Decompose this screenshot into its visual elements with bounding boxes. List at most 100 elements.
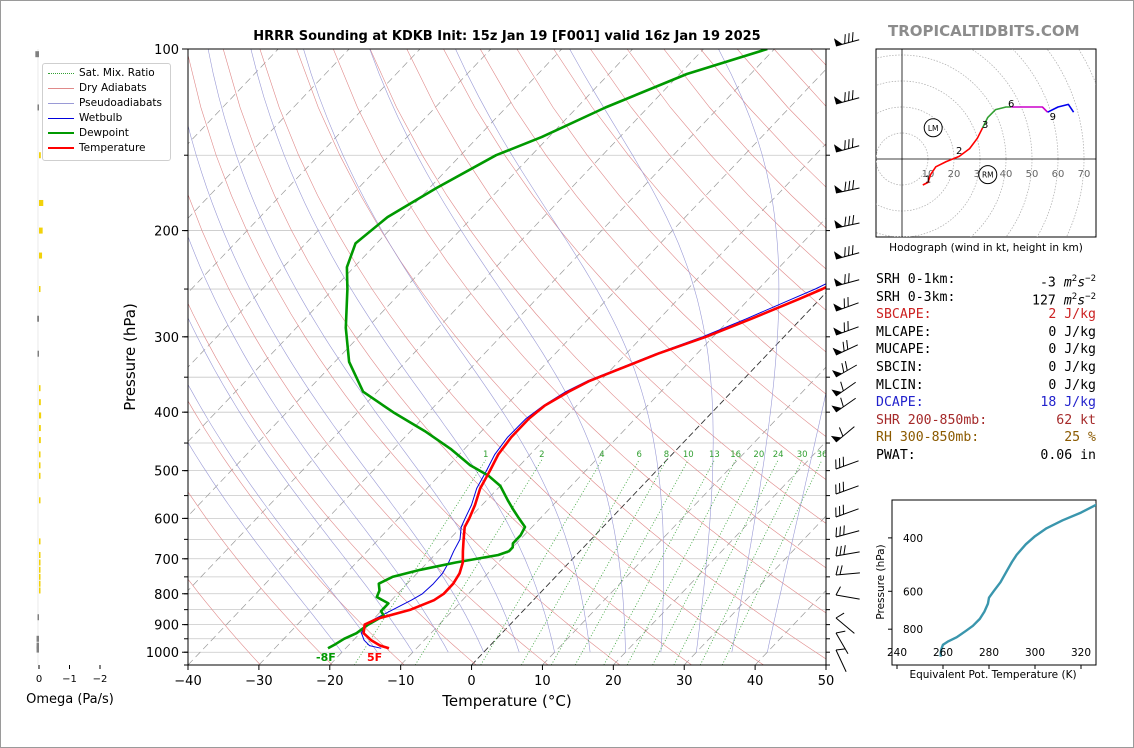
stat-value: 0 J/kg (1048, 324, 1096, 340)
wetbulb-profile (361, 283, 826, 649)
mixing-ratio-label: 36 (817, 450, 828, 460)
wind-barb-pennant (832, 347, 843, 355)
wind-barb-flag (848, 33, 850, 43)
omega-bar (39, 399, 41, 406)
legend-label: Sat. Mix. Ratio (79, 67, 155, 79)
wind-barb-staff (835, 426, 855, 443)
pseudoadiabat (303, 49, 591, 653)
pseudoadiabat (569, 49, 714, 653)
wind-barb-staff (835, 649, 847, 672)
theta-e-y-tick-label: 600 (903, 586, 923, 598)
stat-row-sbcape: SBCAPE: 2 J/kg (876, 306, 1096, 324)
dry-adiabat (259, 49, 764, 665)
omega-bar (39, 580, 41, 587)
wind-barb (832, 340, 858, 356)
dry-adiabat (479, 49, 826, 437)
mixing-ratio-line (353, 459, 487, 665)
omega-bar (39, 538, 41, 545)
dry-adiabat (188, 302, 477, 665)
theta-e-x-tick-label: 260 (933, 647, 953, 659)
stat-row-mlcin: MLCIN: 0 J/kg (876, 377, 1096, 395)
stat-value: 127 m2s−2 (1032, 291, 1096, 308)
wind-barb (834, 179, 860, 194)
storm-motion-marker (978, 165, 998, 185)
theta-e-y-tick-label: 800 (903, 624, 923, 636)
wind-barb-staff (835, 397, 856, 413)
omega-bar (37, 104, 39, 111)
isotherm-line (188, 49, 704, 592)
wind-barb (830, 426, 855, 443)
wind-barb-pennant (830, 435, 842, 442)
y-axis-label: Pressure (hPa) (121, 303, 139, 411)
omega-bar (39, 566, 41, 573)
wind-barb-flag (838, 506, 841, 516)
omega-bar (39, 559, 41, 566)
isotherm-line (188, 49, 492, 368)
skew-t-grid: 1 2 4 6 8 10 13 16 20 24 30 36 (188, 49, 828, 665)
skew-t-axes: −40 −30 −20 −10 0 10 20 30 40 50 100 200 300 400 500 60… (146, 43, 834, 689)
wind-barb-flag (844, 181, 847, 192)
wind-barb-flag (843, 525, 845, 535)
stat-label: SHR 200-850mb: (876, 412, 988, 428)
theta-e-x-tick-label: 320 (1071, 647, 1091, 659)
wind-barb (835, 586, 860, 600)
hodograph-title: Hodograph (wind in kt, height in km) (889, 242, 1083, 254)
omega-bar (39, 252, 43, 259)
wind-barb-flag (839, 526, 841, 536)
legend-item-dry-adiabats: Dry Adiabats (43, 81, 170, 96)
wind-barb-staff (835, 39, 860, 47)
dry-adiabat (222, 49, 692, 665)
surface-dewpoint-label: -8F (316, 651, 336, 664)
stat-value: 62 kt (1056, 412, 1096, 428)
y-tick-label: 600 (154, 512, 179, 527)
dry-adiabat (188, 578, 261, 665)
stat-row-mlcape: MLCAPE: 0 J/kg (876, 324, 1096, 342)
x-tick-label: −10 (387, 674, 414, 689)
stat-row-mucape: MUCAPE: 0 J/kg (876, 341, 1096, 359)
x-tick-label: 40 (747, 674, 764, 689)
mixing-ratio-label: 2 (539, 450, 544, 460)
wind-barb (833, 138, 860, 153)
legend-label: Wetbulb (79, 112, 123, 124)
stat-label: DCAPE: (876, 395, 924, 411)
wind-barb (835, 456, 859, 470)
hodograph-height-label: 1 (925, 174, 931, 185)
wind-barb-pennant (831, 405, 842, 412)
wind-barb-flag (835, 648, 846, 651)
hodograph-trace (922, 127, 984, 186)
chart-legend: Sat. Mix. Ratio Dry Adiabats Pseudoadiab… (42, 63, 171, 161)
pseudoadiabat (188, 383, 378, 653)
dewpoint-profile (327, 49, 768, 650)
wind-barb (833, 297, 859, 312)
skew-t-axes-frame (187, 48, 827, 666)
omega-panel: 0 −1 −2 (35, 49, 107, 685)
stat-row-srh-0-1km: SRH 0-1km: -3 m2s−2 (876, 271, 1096, 291)
wind-barb (833, 273, 860, 287)
y-tick-label: 700 (154, 553, 179, 568)
stat-value: 18 J/kg (1040, 395, 1096, 411)
wind-barb-flag (842, 504, 845, 515)
wind-barb-flag (851, 245, 854, 255)
dry-adiabat (188, 53, 621, 665)
omega-bar (36, 635, 39, 642)
wind-barb-pennant (834, 185, 843, 193)
hodograph-ring-label: 60 (1052, 169, 1065, 180)
hodograph: 1020304050607012369LMRM (876, 49, 1096, 237)
legend-label: Temperature (79, 142, 146, 154)
stat-value: -3 m2s−2 (1039, 274, 1096, 291)
wind-barb-flag (840, 381, 844, 391)
wind-barb-staff (835, 508, 859, 518)
omega-bar (36, 646, 39, 653)
wind-barb-flag (847, 321, 849, 331)
omega-bar (39, 552, 41, 559)
dry-adiabat (296, 49, 826, 660)
wind-barb-flag (839, 565, 843, 575)
wind-barb (835, 630, 849, 655)
wind-barb-staff (835, 302, 859, 312)
wind-barb-staff (835, 530, 860, 538)
x-tick-label: −30 (245, 674, 272, 689)
hodograph-ring-label: 70 (1078, 169, 1091, 180)
theta-e-panel: 240 260 280 300 320 400 600 800 (887, 503, 1096, 669)
omega-tick-label: −2 (93, 674, 108, 685)
wind-barb (835, 648, 847, 672)
